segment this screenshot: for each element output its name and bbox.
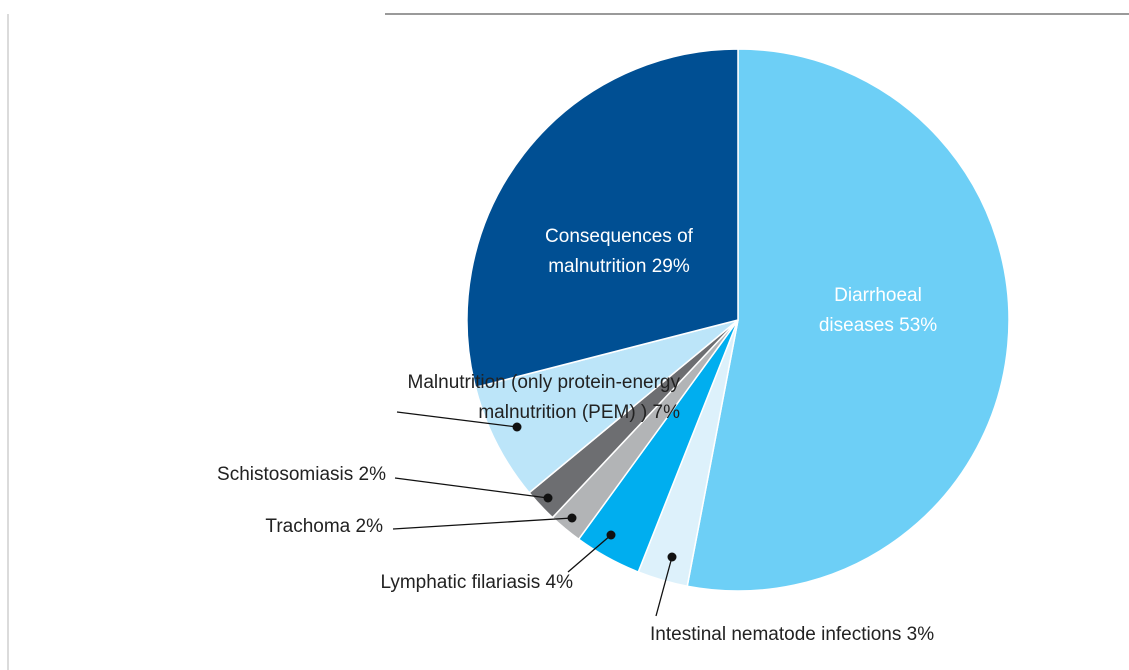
leaders bbox=[392, 411, 673, 617]
leader bbox=[396, 411, 518, 428]
value-label: 2% bbox=[355, 516, 383, 537]
slice-label: Malnutrition (only protein-energy malnut… bbox=[340, 368, 680, 428]
value-label: 29% bbox=[651, 256, 690, 277]
value-label: 2% bbox=[358, 464, 386, 485]
pie-slice bbox=[686, 48, 1010, 592]
leader bbox=[567, 534, 612, 573]
slice-label: Lymphatic filariasis 4% bbox=[380, 568, 573, 598]
dot bbox=[543, 493, 553, 503]
pie-slice bbox=[466, 48, 739, 389]
category: Trachoma bbox=[265, 516, 351, 537]
category: Lymphatic filariasis bbox=[380, 572, 541, 593]
slice-label: Consequences of malnutrition 29% bbox=[534, 222, 704, 282]
category: Schistosomiasis bbox=[217, 464, 354, 485]
value-label: 3% bbox=[906, 624, 935, 645]
dot bbox=[667, 552, 677, 562]
dot bbox=[567, 513, 577, 523]
pie bbox=[466, 48, 1010, 592]
leader bbox=[392, 517, 573, 530]
category: Consequences of malnutrition bbox=[545, 226, 693, 277]
dots bbox=[512, 422, 677, 562]
slice-label: Intestinal nematode infections 3% bbox=[650, 620, 934, 650]
category: Malnutrition (only protein-energy malnut… bbox=[407, 372, 680, 423]
pie-slice bbox=[474, 319, 739, 494]
slice-label: Diarrhoeal diseases 53% bbox=[800, 281, 956, 341]
leader bbox=[394, 477, 549, 499]
category: Diarrhoeal diseases bbox=[818, 285, 922, 336]
slice-label: Trachoma 2% bbox=[265, 512, 383, 542]
leader bbox=[655, 556, 673, 617]
dot bbox=[512, 422, 522, 432]
value-label: 53% bbox=[899, 315, 938, 336]
dot bbox=[606, 530, 616, 540]
category: Intestinal nematode infections bbox=[650, 624, 902, 645]
value-label: 7% bbox=[652, 402, 680, 423]
slice-label: Schistosomiasis 2% bbox=[217, 460, 386, 490]
value-label: 4% bbox=[545, 572, 573, 593]
